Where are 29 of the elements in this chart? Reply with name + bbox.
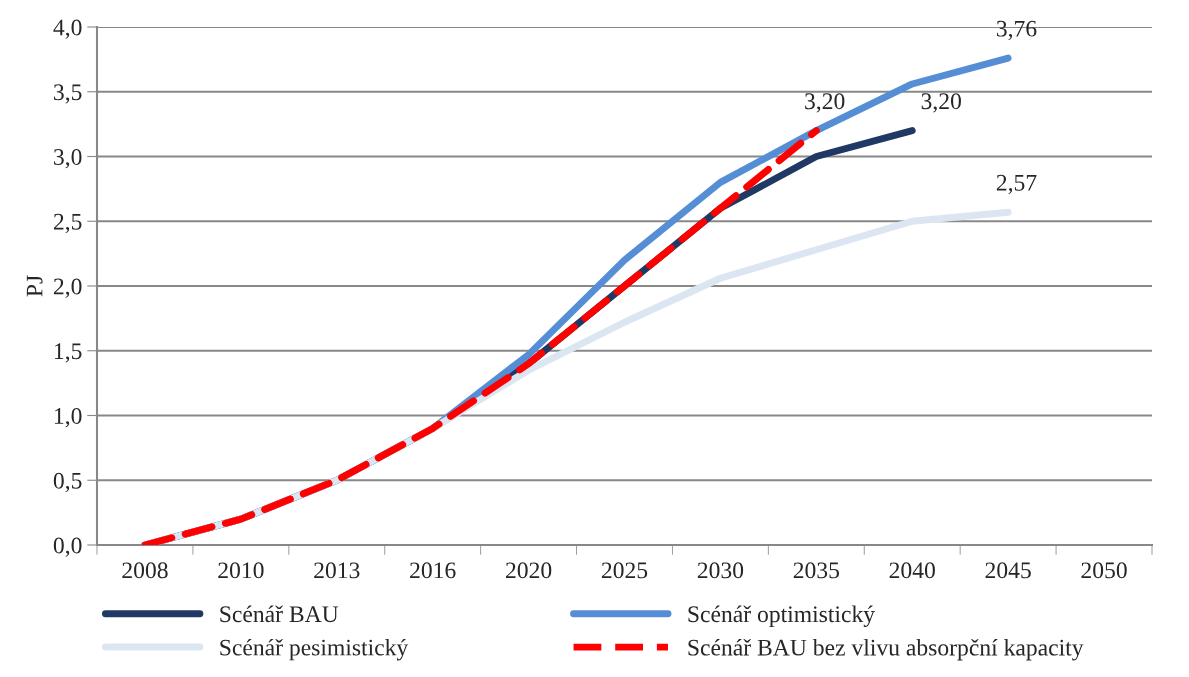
x-tick-label: 2008 — [122, 562, 168, 579]
y-tick-label: 1,5 — [54, 343, 82, 363]
x-tick-label: 2030 — [697, 562, 744, 579]
y-tick-label: 4,0 — [53, 19, 82, 39]
legend-label: Scénář optimistický — [688, 605, 875, 628]
data-label: 3,20 — [805, 93, 845, 113]
legend-label: Scénář BAU — [220, 605, 339, 623]
x-tick-label: 2025 — [601, 562, 648, 579]
x-tick-label: 2040 — [889, 562, 935, 579]
y-tick-label: 2,0 — [53, 278, 82, 298]
y-tick-label: 3,0 — [54, 148, 82, 169]
x-tick-label: 2050 — [1081, 562, 1127, 579]
data-label: 3,76 — [996, 20, 1037, 41]
y-tick-label: 3,5 — [54, 84, 82, 104]
y-tick-label: 0,5 — [53, 472, 82, 493]
x-tick-label: 2016 — [410, 562, 456, 579]
x-tick-label: 2045 — [985, 562, 1031, 579]
legend-label: Scénář BAU bez vlivu absorpční kapacity — [688, 638, 1084, 661]
x-tick-label: 2020 — [506, 562, 552, 579]
legend-label: Scénář pesimistický — [220, 638, 409, 661]
y-tick-label: 1,0 — [54, 407, 82, 428]
y-axis-title: PJ — [26, 275, 43, 297]
x-tick-label: 2035 — [793, 562, 840, 579]
x-tick-label: 2010 — [218, 562, 264, 579]
data-label: 2,57 — [996, 174, 1037, 195]
y-tick-label: 0,0 — [53, 537, 82, 557]
y-tick-label: 2,5 — [53, 213, 82, 234]
data-label: 3,20 — [921, 93, 961, 113]
x-tick-label: 2013 — [314, 562, 360, 579]
